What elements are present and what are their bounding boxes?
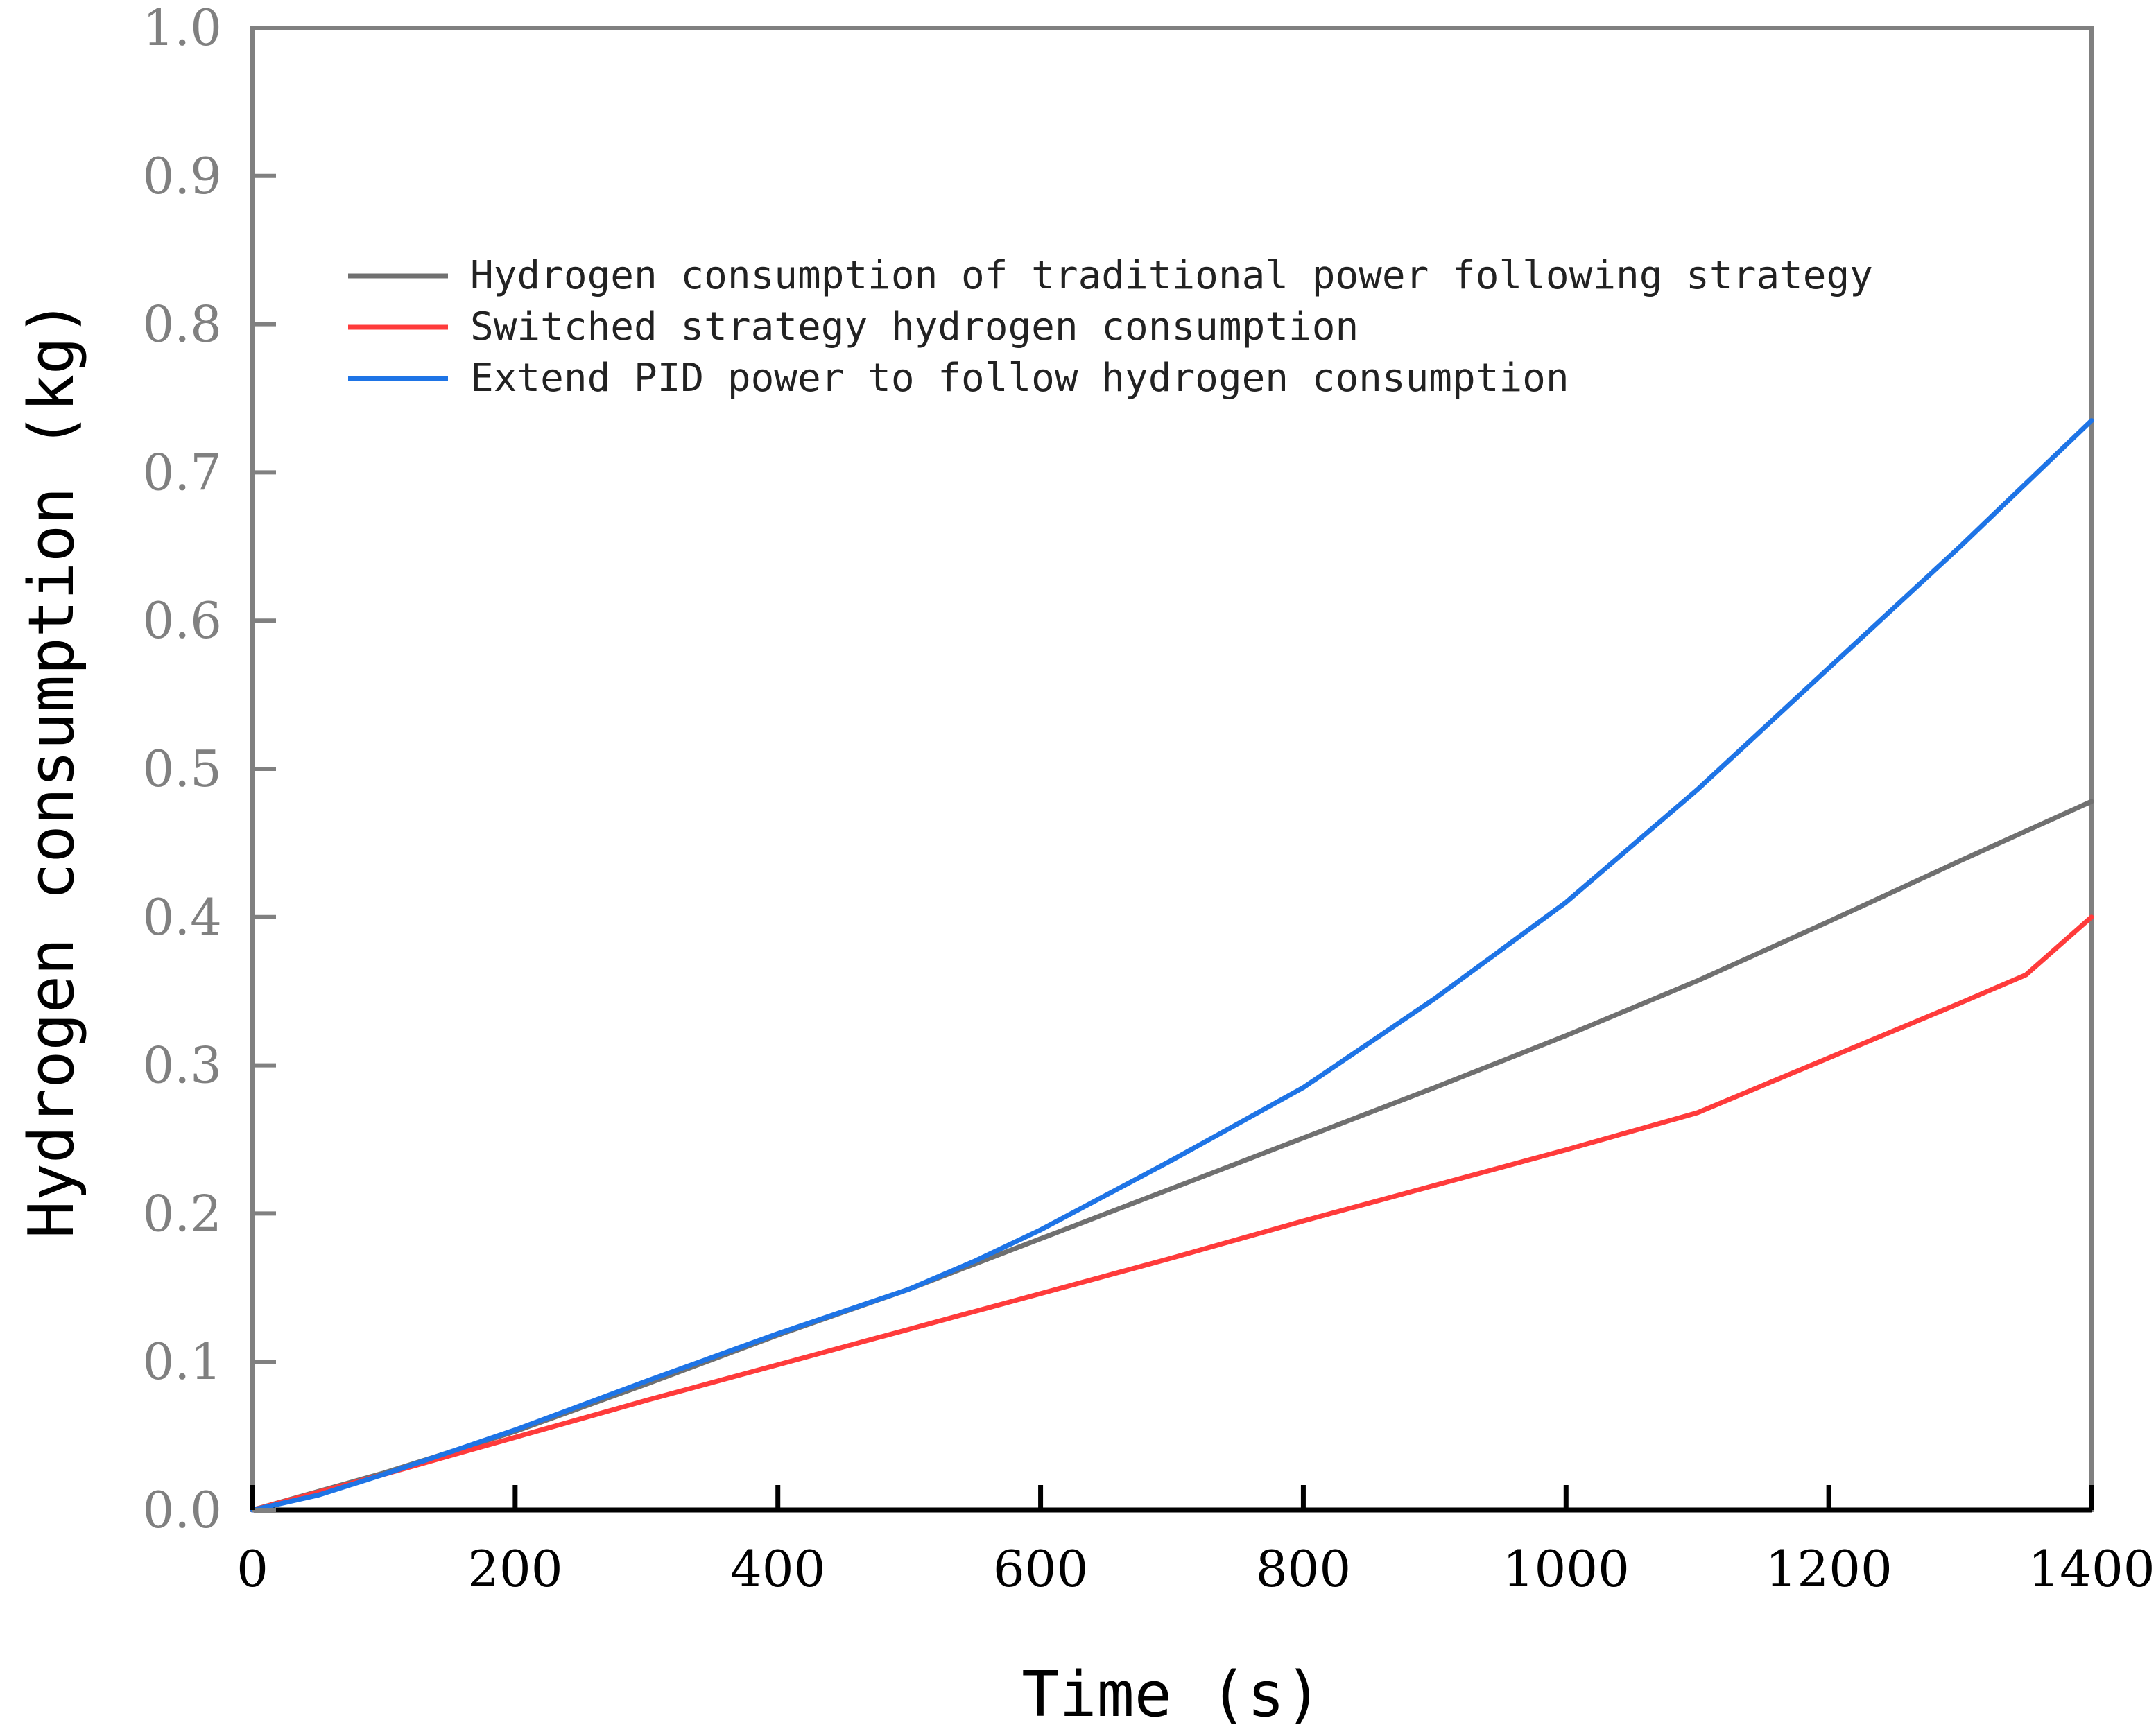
y-tick-label: 0.3 <box>142 1036 222 1095</box>
x-tick-label: 800 <box>1256 1540 1351 1598</box>
y-tick-label: 0.7 <box>142 443 222 501</box>
x-axis-title: Time (s) <box>1021 1658 1322 1731</box>
plot-border <box>250 26 2094 1512</box>
y-axis-title: Hydrogen consumption (kg) <box>15 300 88 1239</box>
legend-label-1: Hydrogen consumption of traditional powe… <box>470 253 1873 298</box>
x-tick-label: 600 <box>993 1540 1088 1598</box>
y-tick-label: 0.5 <box>142 740 222 798</box>
y-tick-label: 0.2 <box>142 1184 222 1242</box>
x-tick-label: 1200 <box>1766 1540 1892 1598</box>
y-tick-label: 0.0 <box>142 1481 222 1539</box>
series-line-2 <box>250 914 2094 1513</box>
y-tick-label: 0.8 <box>142 295 222 354</box>
y-axis: 0.0 0.1 0.2 0.3 0.4 0.5 0.6 0.7 0.8 0.9 1.0 <box>142 0 276 1539</box>
y-tick-label: 1.0 <box>142 0 222 57</box>
y-tick-label: 0.1 <box>142 1333 222 1391</box>
series-line-3 <box>250 418 2094 1513</box>
x-tick-label: 200 <box>467 1540 562 1598</box>
x-tick-label: 0 <box>236 1540 268 1598</box>
legend-label-2: Switched strategy hydrogen consumption <box>470 304 1359 349</box>
x-tick-label: 1000 <box>1503 1540 1630 1598</box>
y-tick-label: 0.6 <box>142 591 222 650</box>
y-tick-label: 0.4 <box>142 888 222 946</box>
x-axis: 0 200 400 600 800 1000 1200 1400 <box>236 1485 2155 1598</box>
legend: Hydrogen consumption of traditional powe… <box>348 253 1873 401</box>
y-tick-label: 0.9 <box>142 147 222 205</box>
plot-frame <box>250 26 2094 1513</box>
x-tick-label: 1400 <box>2028 1540 2155 1598</box>
series-line-1 <box>250 799 2094 1513</box>
series-layer <box>250 418 2094 1513</box>
legend-label-3: Extend PID power to follow hydrogen cons… <box>470 356 1569 401</box>
x-tick-label: 400 <box>730 1540 825 1598</box>
